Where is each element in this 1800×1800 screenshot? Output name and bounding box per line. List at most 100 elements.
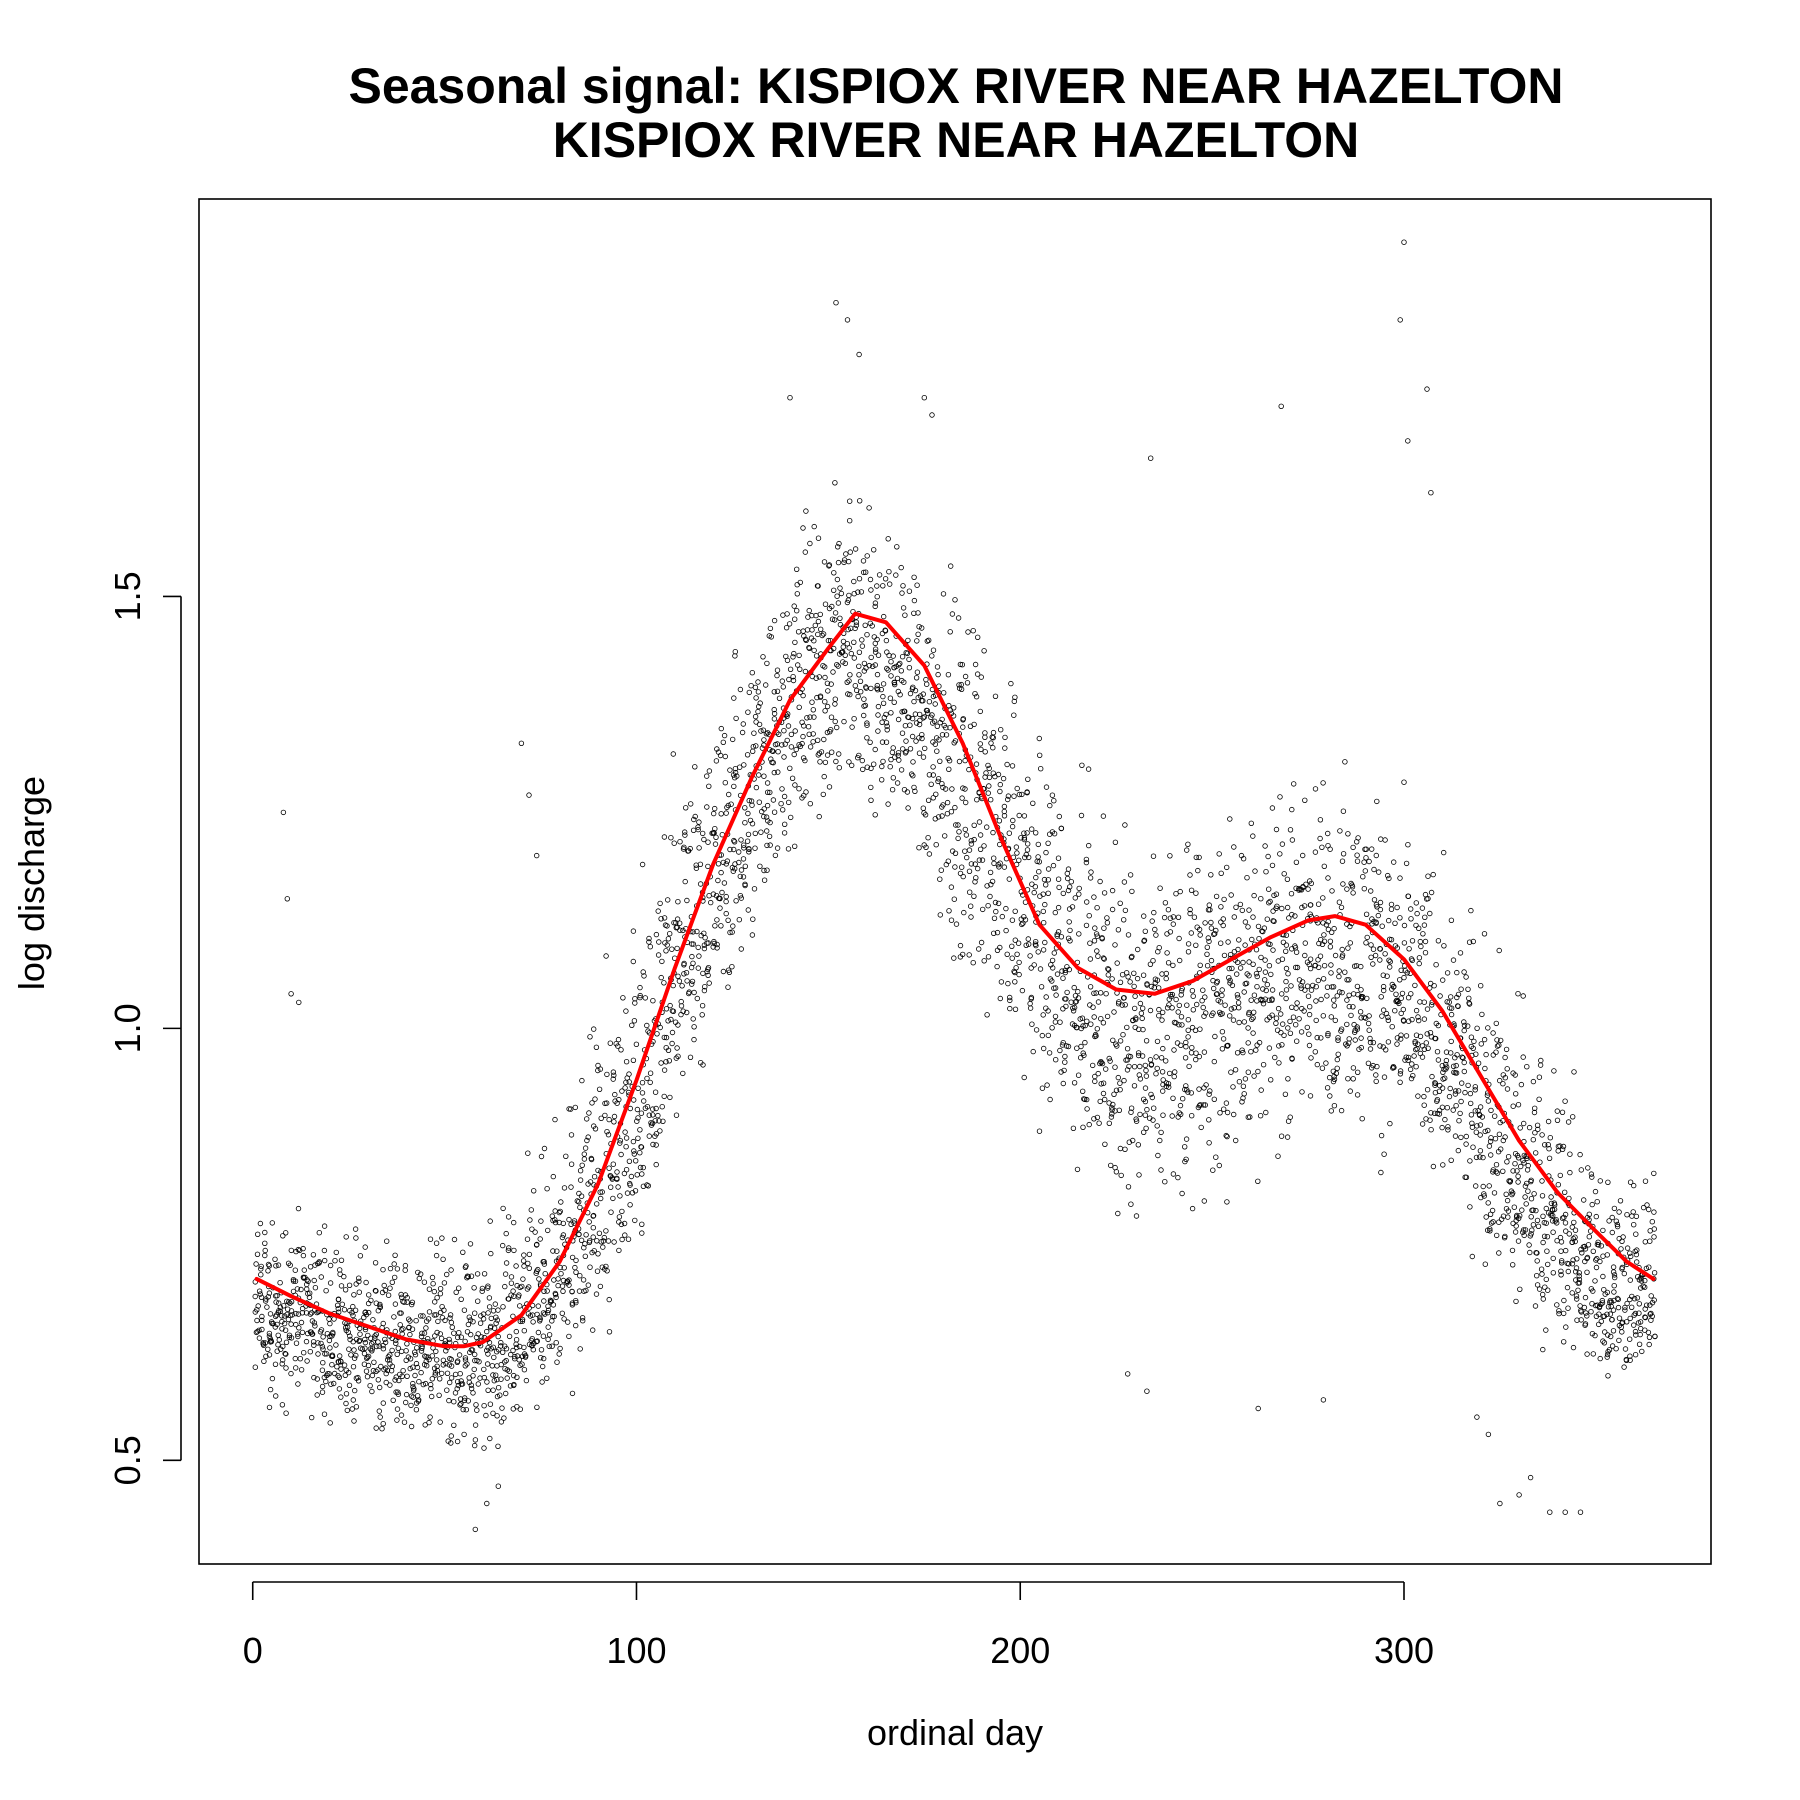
data-point bbox=[705, 972, 711, 978]
data-point bbox=[553, 1294, 559, 1301]
data-point bbox=[697, 881, 704, 887]
data-point bbox=[343, 1400, 349, 1407]
data-point bbox=[782, 821, 788, 827]
data-point bbox=[1193, 1001, 1200, 1008]
data-point bbox=[925, 797, 932, 803]
data-point bbox=[1595, 1242, 1602, 1248]
data-point bbox=[327, 1320, 333, 1327]
data-point bbox=[283, 1339, 290, 1345]
data-point bbox=[1178, 988, 1185, 994]
data-point bbox=[971, 822, 977, 828]
data-point bbox=[1488, 1220, 1495, 1226]
data-point bbox=[1037, 766, 1044, 772]
data-point bbox=[1045, 1032, 1051, 1039]
data-point bbox=[560, 1277, 567, 1284]
data-point bbox=[1269, 1012, 1275, 1018]
data-point bbox=[792, 728, 798, 734]
data-point bbox=[644, 1075, 650, 1082]
data-point bbox=[637, 1164, 644, 1171]
data-point bbox=[506, 1245, 512, 1251]
data-point bbox=[1416, 955, 1423, 961]
data-point bbox=[1076, 931, 1082, 937]
data-point bbox=[995, 771, 1002, 778]
data-point bbox=[1362, 846, 1368, 852]
data-point bbox=[1067, 927, 1073, 934]
data-point bbox=[280, 1343, 286, 1350]
data-point bbox=[896, 757, 902, 763]
data-point bbox=[1240, 856, 1247, 862]
data-point bbox=[1188, 887, 1195, 893]
data-point bbox=[650, 998, 656, 1004]
data-point bbox=[1125, 1184, 1132, 1190]
data-point bbox=[323, 1351, 330, 1357]
data-point bbox=[493, 1320, 499, 1326]
data-point bbox=[1373, 1078, 1379, 1085]
data-point bbox=[1109, 906, 1116, 913]
data-point bbox=[1240, 959, 1246, 966]
data-point bbox=[495, 1483, 501, 1489]
data-point bbox=[1536, 1096, 1542, 1102]
data-point bbox=[1539, 1132, 1545, 1138]
data-point bbox=[1570, 1344, 1577, 1351]
data-point bbox=[775, 769, 781, 775]
data-point bbox=[794, 582, 800, 588]
data-point bbox=[1515, 1101, 1522, 1108]
data-point bbox=[789, 775, 796, 781]
data-point bbox=[1052, 1019, 1059, 1025]
data-point bbox=[460, 1406, 466, 1413]
data-point bbox=[1178, 1014, 1185, 1020]
data-point bbox=[1278, 1133, 1285, 1139]
data-point bbox=[1367, 1039, 1374, 1046]
data-point bbox=[613, 1040, 619, 1047]
data-point bbox=[723, 810, 729, 816]
data-point bbox=[900, 746, 906, 752]
data-point bbox=[1032, 884, 1038, 890]
data-point bbox=[481, 1271, 488, 1277]
data-point bbox=[392, 1301, 399, 1307]
data-point bbox=[955, 835, 961, 842]
data-point bbox=[828, 727, 834, 733]
data-point bbox=[453, 1289, 459, 1295]
data-point bbox=[764, 842, 770, 849]
data-point bbox=[771, 710, 778, 717]
data-point bbox=[1117, 900, 1123, 906]
data-point bbox=[691, 816, 697, 823]
data-point bbox=[422, 1422, 428, 1428]
data-point bbox=[1465, 1082, 1471, 1089]
data-point bbox=[1405, 995, 1412, 1001]
data-point bbox=[512, 1353, 518, 1360]
data-point bbox=[802, 757, 808, 764]
data-point bbox=[910, 773, 916, 779]
data-point bbox=[1339, 989, 1345, 996]
data-point bbox=[1613, 1218, 1619, 1224]
data-point bbox=[611, 1113, 618, 1120]
data-point bbox=[1609, 1343, 1616, 1349]
data-point bbox=[377, 1303, 383, 1309]
data-point bbox=[826, 784, 833, 790]
data-point bbox=[1315, 957, 1321, 963]
data-point bbox=[583, 1287, 589, 1294]
data-point bbox=[534, 1404, 540, 1410]
data-point bbox=[1446, 1093, 1453, 1100]
data-point bbox=[1167, 929, 1174, 935]
data-point bbox=[1419, 1043, 1426, 1049]
data-point bbox=[1031, 962, 1037, 968]
data-point bbox=[434, 1329, 440, 1336]
data-point bbox=[258, 1266, 264, 1272]
data-point bbox=[1045, 890, 1051, 896]
data-point bbox=[1310, 982, 1316, 989]
data-point bbox=[416, 1378, 422, 1385]
data-point bbox=[970, 628, 976, 634]
data-point bbox=[1142, 1112, 1148, 1118]
data-point bbox=[1469, 1253, 1475, 1260]
data-point bbox=[779, 786, 785, 792]
data-point bbox=[1254, 984, 1260, 990]
data-point bbox=[848, 650, 854, 657]
data-point bbox=[673, 1055, 679, 1061]
data-point bbox=[1427, 910, 1433, 917]
data-point bbox=[1385, 1039, 1392, 1045]
data-point bbox=[592, 1096, 598, 1102]
data-point bbox=[942, 833, 948, 839]
data-point bbox=[1454, 969, 1460, 976]
data-point bbox=[1433, 962, 1439, 968]
